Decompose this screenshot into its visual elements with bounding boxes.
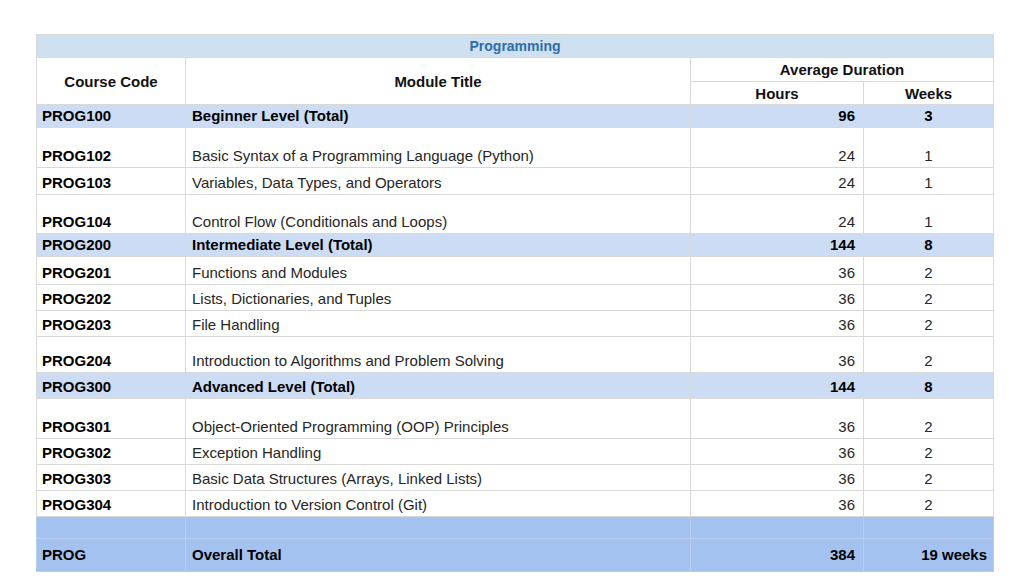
module-title-cell: Object-Oriented Programming (OOP) Princi… [186,399,691,439]
module-title-cell: Beginner Level (Total) [186,105,691,128]
weeks-cell: 2 [864,399,994,439]
hours-cell: 24 [691,168,864,195]
table-title: Programming [37,35,994,58]
course-code-cell: PROG [37,539,186,572]
module-title-cell: Control Flow (Conditionals and Loops) [186,195,691,234]
course-code-cell: PROG302 [37,439,186,465]
hours-cell: 384 [691,539,864,572]
hours-cell: 36 [691,439,864,465]
weeks-cell: 1 [864,128,994,168]
table-row-prog100: PROG100 Beginner Level (Total) 96 3 [37,105,994,128]
course-code-cell: PROG303 [37,465,186,491]
weeks-cell: 2 [864,257,994,285]
table-row-prog201: PROG201 Functions and Modules 36 2 [37,257,994,285]
hours-cell [691,517,864,539]
hours-cell: 36 [691,399,864,439]
hours-cell: 24 [691,195,864,234]
course-code-cell: PROG301 [37,399,186,439]
course-code-cell: PROG104 [37,195,186,234]
table-row-prog203: PROG203 File Handling 36 2 [37,311,994,337]
column-header-hours: Hours [691,82,864,105]
hours-cell: 36 [691,337,864,373]
course-code-cell: PROG100 [37,105,186,128]
hours-cell: 24 [691,128,864,168]
hours-cell: 144 [691,373,864,399]
course-code-cell: PROG204 [37,337,186,373]
module-title-cell [186,517,691,539]
weeks-cell: 2 [864,491,994,517]
module-title-cell: Basic Data Structures (Arrays, Linked Li… [186,465,691,491]
course-code-cell: PROG102 [37,128,186,168]
module-title-cell: Lists, Dictionaries, and Tuples [186,285,691,311]
module-title-cell: Introduction to Version Control (Git) [186,491,691,517]
table-row-prog301: PROG301 Object-Oriented Programming (OOP… [37,399,994,439]
weeks-cell: 2 [864,285,994,311]
weeks-cell: 8 [864,373,994,399]
course-code-cell: PROG300 [37,373,186,399]
module-title-cell: Exception Handling [186,439,691,465]
table-row-prog304: PROG304 Introduction to Version Control … [37,491,994,517]
column-header-module-title: Module Title [186,58,691,105]
hours-cell: 36 [691,491,864,517]
hours-cell: 144 [691,234,864,257]
weeks-cell: 2 [864,439,994,465]
module-title-cell: Overall Total [186,539,691,572]
spreadsheet-page: Programming Course Code Module Title Ave… [0,0,1024,576]
course-code-cell [37,517,186,539]
course-code-cell: PROG103 [37,168,186,195]
weeks-cell: 3 [864,105,994,128]
hours-cell: 36 [691,465,864,491]
course-code-cell: PROG304 [37,491,186,517]
module-title-cell: Advanced Level (Total) [186,373,691,399]
course-code-cell: PROG202 [37,285,186,311]
weeks-cell [864,517,994,539]
hours-cell: 36 [691,285,864,311]
module-title-cell: Intermediate Level (Total) [186,234,691,257]
table-title-row: Programming [37,35,994,58]
table-row-prog300: PROG300 Advanced Level (Total) 144 8 [37,373,994,399]
table-row-prog103: PROG103 Variables, Data Types, and Opera… [37,168,994,195]
column-header-course-code: Course Code [37,58,186,105]
hours-cell: 36 [691,257,864,285]
weeks-cell: 8 [864,234,994,257]
header-row-top: Course Code Module Title Average Duratio… [37,58,994,82]
table-row-prog302: PROG302 Exception Handling 36 2 [37,439,994,465]
module-title-cell: Basic Syntax of a Programming Language (… [186,128,691,168]
weeks-cell: 19 weeks [864,539,994,572]
table-row-prog202: PROG202 Lists, Dictionaries, and Tuples … [37,285,994,311]
table-row-prog204: PROG204 Introduction to Algorithms and P… [37,337,994,373]
table-row-prog303: PROG303 Basic Data Structures (Arrays, L… [37,465,994,491]
module-title-cell: Introduction to Algorithms and Problem S… [186,337,691,373]
table-row-spacer [37,517,994,539]
weeks-cell: 1 [864,195,994,234]
course-code-cell: PROG200 [37,234,186,257]
module-title-cell: Functions and Modules [186,257,691,285]
module-title-cell: File Handling [186,311,691,337]
column-header-weeks: Weeks [864,82,994,105]
table-row-prog200: PROG200 Intermediate Level (Total) 144 8 [37,234,994,257]
hours-cell: 96 [691,105,864,128]
table-row-overall-total: PROG Overall Total 384 19 weeks [37,539,994,572]
weeks-cell: 2 [864,337,994,373]
weeks-cell: 1 [864,168,994,195]
column-header-average-duration: Average Duration [691,58,994,82]
table-row-prog102: PROG102 Basic Syntax of a Programming La… [37,128,994,168]
weeks-cell: 2 [864,311,994,337]
course-duration-table: Programming Course Code Module Title Ave… [36,34,994,572]
table-row-prog104: PROG104 Control Flow (Conditionals and L… [37,195,994,234]
weeks-cell: 2 [864,465,994,491]
hours-cell: 36 [691,311,864,337]
module-title-cell: Variables, Data Types, and Operators [186,168,691,195]
course-code-cell: PROG203 [37,311,186,337]
course-code-cell: PROG201 [37,257,186,285]
